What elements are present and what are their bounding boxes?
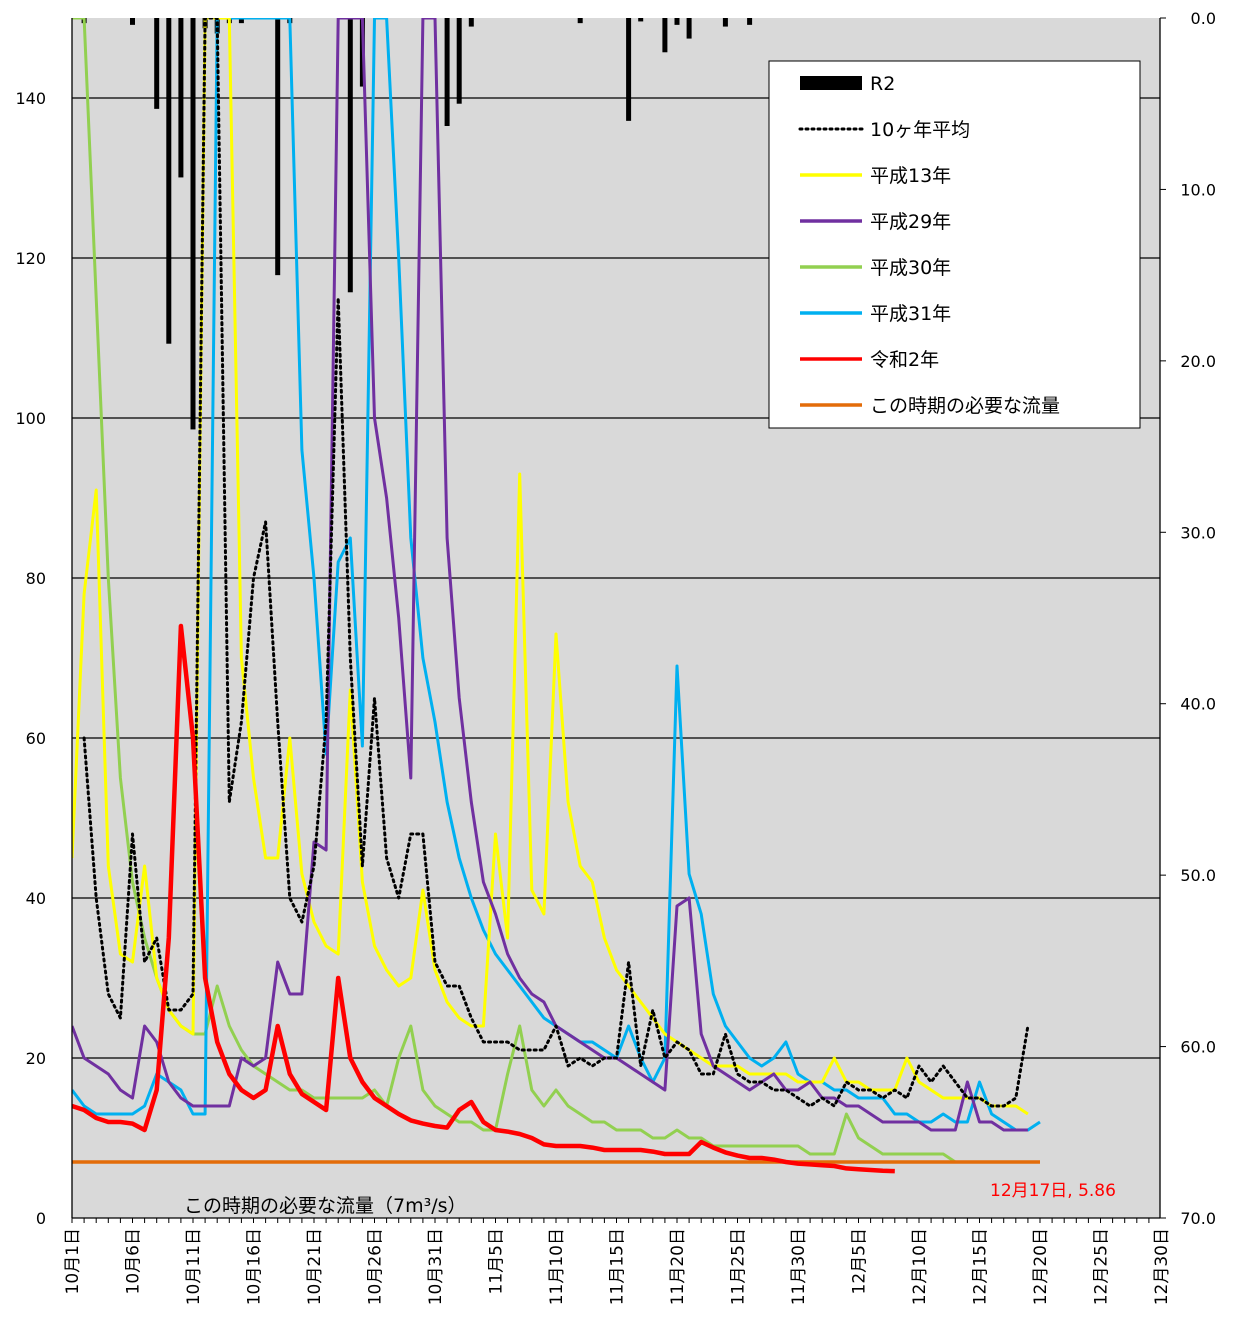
x-tick-label: 11月10日: [547, 1228, 567, 1305]
rain-bar: [190, 18, 196, 430]
required-flow-annotation: この時期の必要な流量（7m³/s）: [184, 1195, 467, 1217]
y-left-tick-label: 0: [36, 1209, 46, 1228]
y-left-tick-label: 40: [26, 889, 46, 908]
legend-box: [768, 60, 1141, 429]
rain-bar: [674, 18, 680, 25]
series-line-0: [72, 18, 1028, 1164]
y-right-tick-label: 10.0: [1180, 180, 1216, 199]
legend-label: この時期の必要な流量: [870, 395, 1060, 417]
rain-bar: [166, 18, 172, 344]
rain-bar: [130, 18, 135, 25]
x-tick-label: 10月16日: [245, 1228, 265, 1305]
y-right-tick-label: 40.0: [1180, 695, 1216, 714]
x-tick-label: 12月30日: [1152, 1228, 1172, 1305]
rain-bar: [444, 18, 450, 126]
y-right-tick-label: 60.0: [1180, 1038, 1216, 1057]
x-tick-label: 11月15日: [608, 1228, 628, 1305]
x-tick-label: 12月20日: [1031, 1228, 1051, 1305]
x-axis-ticks: 10月1日 10月6日 10月11日 10月16日 10月21日 10月26日 10月31日…: [63, 1218, 1172, 1305]
rain-bar: [686, 18, 692, 39]
series-line-3: [72, 18, 1028, 1132]
rain-bar: [275, 18, 281, 276]
rain-bar: [154, 18, 160, 109]
series-lines: [72, 18, 1041, 1174]
x-tick-label: 10月11日: [184, 1228, 204, 1305]
series-line-4: [82, 18, 1030, 1108]
rain-bar: [468, 18, 474, 27]
x-tick-label: 10月21日: [305, 1228, 325, 1305]
y-right-tick-label: 50.0: [1180, 866, 1216, 885]
legend: R2 10ヶ年平均平成13年平成29年平成30年平成31年令和2年この時期の必要な…: [768, 60, 1141, 429]
legend-label: 平成29年: [870, 211, 951, 233]
y-left-tick-label: 80: [26, 569, 46, 588]
x-tick-label: 11月20日: [668, 1228, 688, 1305]
y-axis-right-ticks: 0.0 10.0 20.0 30.0 40.0 50.0 60.0 70.0: [1160, 9, 1216, 1228]
x-tick-label: 11月5日: [487, 1228, 507, 1294]
series-line-6: [72, 623, 895, 1174]
rain-bar: [662, 18, 668, 53]
y-left-tick-label: 100: [15, 409, 46, 428]
rain-bar: [626, 18, 632, 121]
x-tick-label: 11月25日: [729, 1228, 749, 1305]
y-left-tick-label: 60: [26, 729, 46, 748]
y-right-tick-label: 20.0: [1180, 352, 1216, 371]
x-tick-label: 10月6日: [124, 1228, 144, 1294]
y-left-tick-label: 140: [15, 89, 46, 108]
legend-label: 平成31年: [870, 303, 951, 325]
x-tick-label: 10月31日: [426, 1228, 446, 1305]
legend-swatch-bar: [800, 76, 862, 90]
rain-bar: [577, 18, 583, 24]
rain-bar: [238, 18, 244, 24]
y-left-tick-label: 120: [15, 249, 46, 268]
y-right-tick-label: 30.0: [1180, 523, 1216, 542]
rain-bar: [347, 18, 353, 293]
y-right-tick-label: 70.0: [1180, 1209, 1216, 1228]
last-point-annotation: 12月17日, 5.86: [990, 1181, 1116, 1201]
x-tick-label: 10月1日: [63, 1228, 83, 1294]
y-axis-left-ticks: 0 20 40 60 80 100 120 140: [15, 89, 46, 1228]
x-tick-label: 12月10日: [910, 1228, 930, 1305]
rain-bar: [638, 18, 644, 22]
rain-bar: [747, 18, 753, 25]
x-tick-label: 10月26日: [366, 1228, 386, 1305]
x-tick-label: 12月5日: [850, 1228, 870, 1294]
legend-label: R2: [870, 73, 895, 95]
legend-label: 10ヶ年平均: [870, 119, 970, 141]
legend-label: 平成13年: [870, 165, 951, 187]
y-left-tick-label: 20: [26, 1049, 46, 1068]
rain-bar: [178, 18, 184, 178]
rain-bar: [722, 18, 728, 27]
legend-label: 令和2年: [870, 349, 939, 371]
x-tick-label: 12月25日: [1092, 1228, 1112, 1305]
y-right-tick-label: 0.0: [1191, 9, 1216, 28]
x-tick-label: 12月15日: [971, 1228, 991, 1305]
rain-bar: [456, 18, 462, 104]
legend-label: 平成30年: [870, 257, 951, 279]
x-tick-label: 11月30日: [789, 1228, 809, 1305]
